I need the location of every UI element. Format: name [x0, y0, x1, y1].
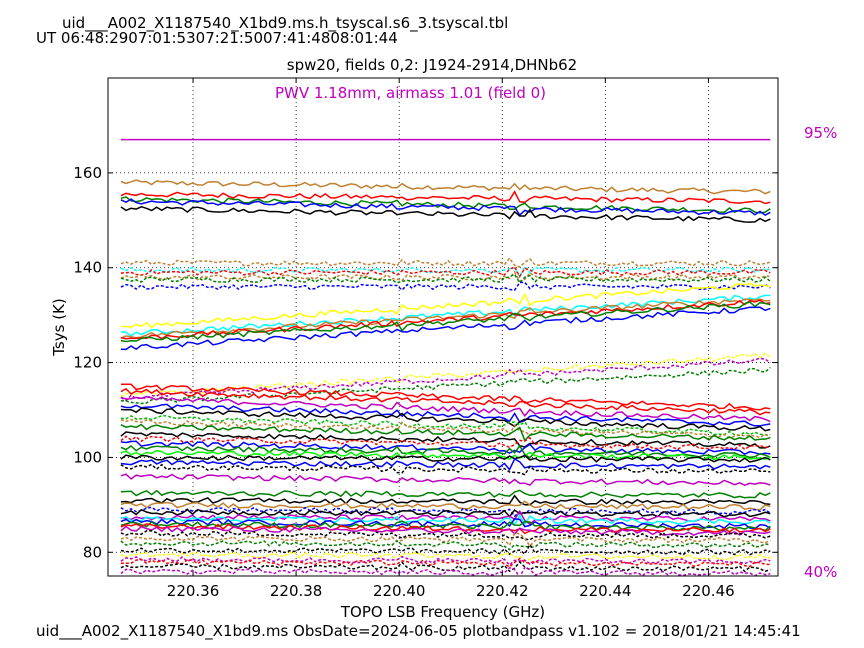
tsys-series: [120, 560, 771, 573]
tsys-series: [120, 473, 771, 487]
tsys-series: [120, 298, 771, 339]
tsys-series: [120, 509, 771, 526]
tsys-series: [120, 403, 771, 427]
y-tick-label: 120: [73, 354, 102, 372]
plot-frame: [107, 77, 779, 577]
y-tick-label: 140: [73, 259, 102, 277]
tsys-series: [120, 256, 771, 268]
tsys-series: [120, 306, 771, 351]
tsys-series: [120, 494, 771, 506]
tsys-series: [120, 301, 771, 343]
x-tick-label: 220.40: [373, 582, 426, 600]
tsys-series: [120, 418, 771, 439]
tsys-series: [120, 423, 771, 442]
tsys-series: [120, 500, 771, 511]
footer-info: uid___A002_X1187540_X1bd9.ms ObsDate=202…: [36, 622, 801, 640]
y-tick-label: 80: [83, 543, 102, 561]
tsys-series: [120, 530, 771, 541]
tsys-series: [120, 518, 771, 530]
tsys-series: [120, 282, 771, 329]
tsys-series: [120, 352, 771, 398]
tsys-series: [120, 395, 771, 423]
x-tick-label: 220.44: [579, 582, 632, 600]
tsys-series: [120, 508, 771, 518]
x-tick-label: 220.36: [167, 582, 220, 600]
x-tick-label: 220.42: [476, 582, 529, 600]
x-tick-label: 220.38: [270, 582, 323, 600]
ut-timestamps: UT 06:48:2907:01:5307:21:5007:41:4808:01…: [36, 29, 398, 47]
tsys-series: [120, 179, 771, 195]
tsys-series: [120, 457, 771, 471]
tsys-series: [120, 407, 771, 432]
tsys-series: [120, 281, 771, 292]
tsys-series: [120, 566, 771, 576]
tsys-series: [120, 463, 771, 476]
tsys-series: [120, 525, 771, 537]
tsys-series: [120, 294, 771, 337]
pwv-annotation: PWV 1.18mm, airmass 1.01 (field 0): [274, 84, 547, 102]
tsys-series: [120, 366, 771, 405]
tsys-series: [120, 440, 771, 456]
tsys-series: [120, 539, 771, 551]
tsys-series: [120, 555, 771, 567]
y-tick-label: 160: [73, 164, 102, 182]
chart-subtitle: spw20, fields 0,2: J1924-2914,DHNb62: [286, 56, 578, 74]
tsys-series: [120, 206, 771, 223]
x-axis-label: TOPO LSB Frequency (GHz): [340, 603, 546, 621]
figure-title: uid___A002_X1187540_X1bd9.ms.h_tsyscal.s…: [62, 14, 509, 32]
tsys-series: [120, 273, 771, 285]
tsys-series: [120, 435, 771, 451]
tsys-series: [120, 551, 771, 562]
tsys-series: [120, 523, 771, 535]
tsys-series: [120, 190, 771, 205]
atm-percent-low-label: 40%: [804, 563, 838, 581]
tsys-series: [120, 357, 771, 402]
tsys-series: [120, 454, 771, 463]
tsys-series: [120, 489, 771, 499]
tsys-series: [120, 198, 771, 217]
tsys-series: [120, 431, 771, 449]
tsys-series: [120, 196, 771, 214]
ticks: 220.36 220.38 220.40 220.42 220.44 220.46 80 10…: [73, 78, 778, 600]
tsys-series: [120, 383, 771, 411]
tsys-series: [120, 543, 771, 556]
x-tick-label: 220.46: [682, 582, 735, 600]
tsys-series: [120, 520, 771, 532]
tsys-series: [120, 387, 771, 416]
atm-percent-high-label: 95%: [804, 124, 838, 142]
tsys-series: [120, 265, 771, 278]
y-tick-label: 100: [73, 448, 102, 466]
tsys-series: [120, 557, 771, 568]
tsys-series: [120, 270, 771, 283]
tsys-series: [120, 444, 771, 459]
series-group: [120, 179, 771, 576]
